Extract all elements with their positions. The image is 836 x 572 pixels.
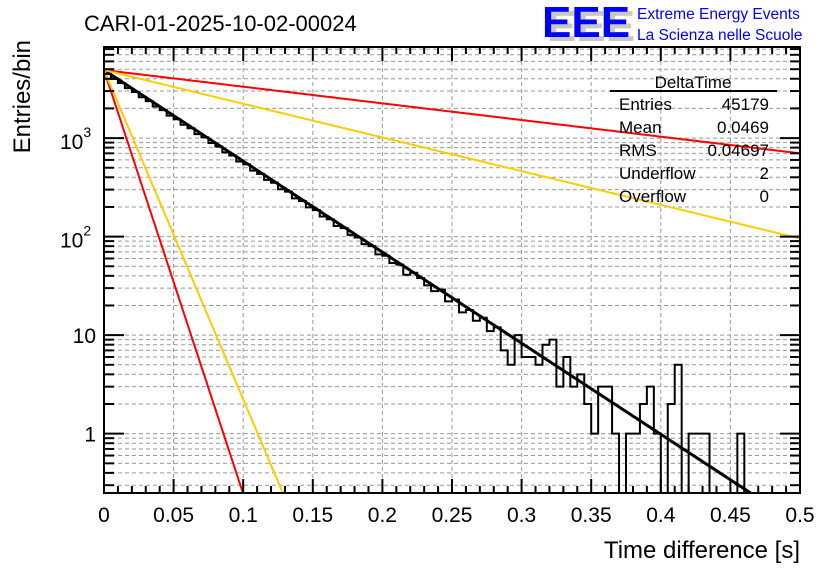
x-tick-label: 0.2	[368, 504, 397, 527]
y-tick-exponent: 2	[83, 223, 91, 239]
histogram-bin	[501, 350, 508, 493]
histogram-bin	[313, 210, 320, 493]
histogram-bin	[487, 331, 494, 493]
histogram-bin	[250, 171, 257, 493]
grid	[104, 47, 800, 493]
x-tick-label: 0.5	[785, 504, 814, 527]
function-red-fast	[103, 69, 244, 494]
x-tick-label: 0.1	[229, 504, 258, 527]
histogram-bin	[598, 387, 605, 493]
y-tick-label: 102	[60, 223, 91, 253]
x-tick-label: 0.3	[507, 504, 536, 527]
histogram-bin	[174, 119, 181, 493]
histogram-bin	[104, 74, 111, 493]
stats-value-underflow: 2	[760, 164, 769, 183]
histogram-bin	[229, 156, 236, 493]
histogram-bin	[556, 387, 563, 493]
axes: 0 0.05 0.1 0.15 0.2 0.25 0.3 0.35 0.4 0.45 0.5 1 10 1…	[60, 46, 815, 527]
histogram-bin	[647, 387, 654, 493]
logo-line2: La Scienza nelle Scuole	[637, 27, 802, 44]
stats-title: DeltaTime	[655, 73, 732, 92]
logo-line1: Extreme Energy Events	[637, 6, 800, 23]
stats-box: DeltaTime Entries 45179 Mean 0.0469 RMS 0.046…	[610, 73, 777, 206]
function-curves	[103, 68, 801, 495]
histogram-bin	[473, 321, 480, 493]
histogram-bin	[536, 365, 543, 493]
eee-logo: EEE Extreme Energy Events La Scienza nel…	[542, 0, 802, 47]
histogram-bin	[271, 183, 278, 493]
y-tick-label: 10	[73, 325, 96, 348]
stats-value-rms: 0.04697	[708, 141, 769, 160]
y-tick-label: 103	[60, 124, 91, 154]
logo-text: EEE	[542, 0, 630, 47]
histogram-bin	[438, 290, 445, 493]
histogram-bin	[341, 228, 348, 493]
histogram-bin	[570, 387, 577, 493]
stats-value-overflow: 0	[760, 187, 769, 206]
histogram-bin	[431, 291, 438, 493]
histogram-bin	[675, 365, 682, 493]
histogram-bin	[494, 327, 501, 493]
function-fit	[103, 68, 752, 495]
histogram-bin	[375, 254, 382, 493]
x-tick-label: 0	[98, 504, 110, 527]
y-tick-label: 1	[84, 424, 96, 447]
y-axis-label: Entries/bin	[9, 40, 36, 153]
stats-label-entries: Entries	[619, 95, 672, 114]
histogram	[104, 72, 800, 494]
histogram-bin	[194, 134, 201, 493]
histogram-bin	[327, 219, 334, 493]
histogram-bin	[452, 299, 459, 493]
stats-value-mean: 0.0469	[717, 118, 769, 137]
histogram-bin	[278, 189, 285, 493]
histogram-bin	[389, 263, 396, 493]
histogram-bin	[348, 235, 355, 493]
histogram-bin	[542, 345, 549, 493]
histogram-bin	[508, 365, 515, 493]
stats-label-overflow: Overflow	[619, 187, 687, 206]
stats-label-underflow: Underflow	[619, 164, 696, 183]
stats-label-rms: RMS	[619, 141, 657, 160]
histogram-bin	[480, 318, 487, 493]
x-tick-label: 0.05	[153, 504, 194, 527]
function-red-slow	[103, 69, 801, 155]
function-yellow-slow	[103, 69, 801, 240]
x-tick-label: 0.4	[646, 504, 676, 527]
histogram-bin	[445, 301, 452, 493]
histogram-bin	[167, 116, 174, 493]
stats-label-mean: Mean	[619, 118, 662, 137]
histogram-bin	[153, 107, 160, 493]
histogram-bin	[403, 275, 410, 493]
stats-value-entries: 45179	[722, 95, 769, 114]
x-axis-label: Time difference [s]	[604, 537, 800, 564]
histogram-bin	[417, 278, 424, 493]
histogram-bin	[396, 265, 403, 493]
x-tick-label: 0.15	[292, 504, 333, 527]
function-yellow-fast	[103, 69, 284, 494]
histogram-bin	[215, 146, 222, 493]
histogram-outline	[104, 72, 800, 494]
x-tick-label: 0.45	[710, 504, 751, 527]
chart-title: CARI-01-2025-10-02-00024	[84, 11, 357, 36]
x-tick-label: 0.25	[432, 504, 473, 527]
y-tick-exponent: 3	[83, 124, 91, 140]
x-tick-label: 0.35	[571, 504, 612, 527]
histogram-bin	[466, 310, 473, 493]
histogram-bin	[111, 79, 118, 493]
histogram-bin	[264, 180, 271, 493]
histogram-bin	[424, 285, 431, 493]
histogram-bin	[515, 335, 522, 493]
